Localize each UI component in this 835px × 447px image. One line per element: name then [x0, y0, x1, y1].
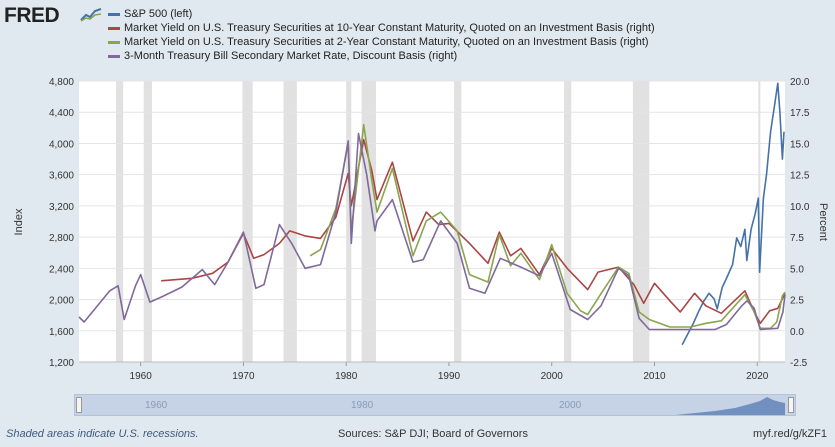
- fred-logo[interactable]: FRED: [4, 4, 60, 27]
- legend-label: 3-Month Treasury Bill Secondary Market R…: [124, 50, 458, 62]
- legend-label: S&P 500 (left): [124, 8, 193, 20]
- x-tick-label: 1980: [335, 371, 358, 382]
- fred-chart-icon: [80, 8, 102, 22]
- legend-item-10yr[interactable]: Market Yield on U.S. Treasury Securities…: [108, 21, 655, 35]
- sources-text: Sources: S&P DJI; Board of Governors: [338, 428, 528, 440]
- y-right-axis-label: Percent: [817, 203, 829, 241]
- y-right-tick-label: 17.5: [790, 108, 810, 119]
- recession-band: [346, 81, 352, 362]
- y-left-tick-label: 4,800: [49, 77, 74, 88]
- recession-band: [143, 81, 152, 362]
- y-right-tick-label: 10.0: [790, 202, 810, 213]
- navigator-label: 1960: [145, 400, 168, 411]
- y-right-tick-label: -2.5: [790, 358, 808, 369]
- y-left-tick-label: 3,600: [49, 171, 74, 182]
- legend-item-sp500[interactable]: S&P 500 (left): [108, 7, 655, 21]
- y-right-tick-label: 15.0: [790, 139, 810, 150]
- recession-note: Shaded areas indicate U.S. recessions.: [6, 428, 199, 440]
- recession-band: [361, 81, 376, 362]
- legend-item-2yr[interactable]: Market Yield on U.S. Treasury Securities…: [108, 35, 655, 49]
- navigator-left-handle[interactable]: [76, 397, 82, 413]
- legend-label: Market Yield on U.S. Treasury Securities…: [124, 22, 655, 34]
- y-left-tick-label: 4,000: [49, 139, 74, 150]
- y-left-tick-label: 2,800: [49, 233, 74, 244]
- y-left-axis-label: Index: [13, 208, 25, 235]
- legend-label: Market Yield on U.S. Treasury Securities…: [124, 36, 649, 48]
- y-left-tick-label: 2,400: [49, 264, 74, 275]
- y-right-tick-label: 7.5: [790, 233, 804, 244]
- y-right-tick-label: 0.0: [790, 327, 804, 338]
- navigator-right-handle[interactable]: [788, 397, 794, 413]
- legend: S&P 500 (left) Market Yield on U.S. Trea…: [108, 7, 655, 63]
- legend-swatch: [108, 12, 120, 16]
- legend-swatch: [108, 54, 120, 58]
- range-navigator[interactable]: 1960 1980 2000: [74, 394, 796, 416]
- y-left-tick-label: 1,600: [49, 327, 74, 338]
- short-link[interactable]: myf.red/g/kZF1: [753, 428, 827, 440]
- series-line-3: [78, 132, 786, 331]
- recession-band: [454, 81, 462, 362]
- y-right-tick-label: 2.5: [790, 296, 804, 307]
- x-tick-label: 2020: [746, 371, 769, 382]
- legend-swatch: [108, 26, 120, 30]
- x-tick-label: 1990: [438, 371, 461, 382]
- y-left-tick-label: 3,200: [49, 202, 74, 213]
- series-line-2: [309, 123, 786, 330]
- series-line-0: [681, 82, 785, 346]
- x-tick-label: 2000: [541, 371, 564, 382]
- recession-band: [242, 81, 253, 362]
- x-tick-label: 1960: [130, 371, 153, 382]
- navigator-preview: [675, 397, 785, 415]
- y-right-tick-label: 5.0: [790, 264, 804, 275]
- recession-band: [115, 81, 124, 362]
- recession-band: [283, 81, 297, 362]
- navigator-label: 2000: [559, 400, 582, 411]
- y-right-tick-label: 20.0: [790, 77, 810, 88]
- legend-swatch: [108, 40, 120, 44]
- legend-item-3mo[interactable]: 3-Month Treasury Bill Secondary Market R…: [108, 49, 655, 63]
- y-left-tick-label: 1,200: [49, 358, 74, 369]
- x-tick-label: 2010: [643, 371, 666, 382]
- y-right-tick-label: 12.5: [790, 171, 810, 182]
- navigator-label: 1980: [351, 400, 374, 411]
- x-tick-label: 1970: [232, 371, 255, 382]
- y-left-tick-label: 4,400: [49, 108, 74, 119]
- plot-area: [79, 81, 785, 362]
- recession-band: [564, 81, 572, 362]
- y-left-tick-label: 2,000: [49, 296, 74, 307]
